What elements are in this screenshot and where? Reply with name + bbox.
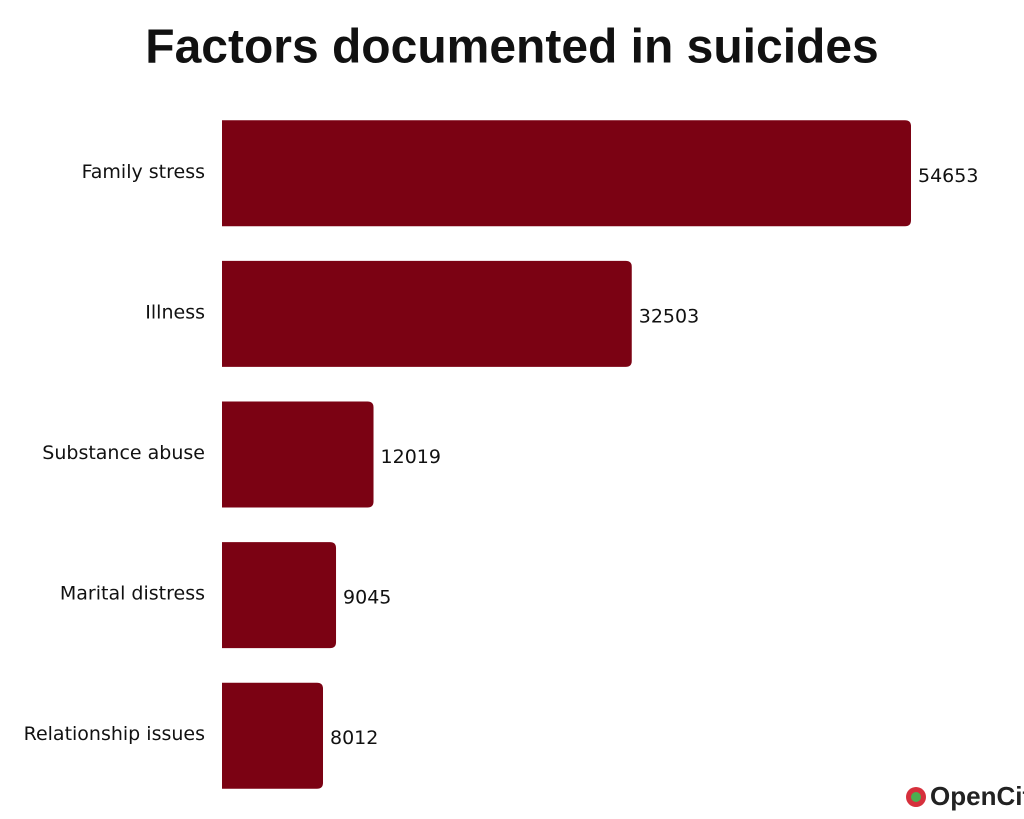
y-tick-label: Marital distress [60,583,205,605]
bar [222,401,374,508]
value-label: 54653 [918,165,978,187]
logo-mark [906,787,926,807]
value-label: 8012 [330,727,378,749]
chart-title: Factors documented in suicides [145,21,879,74]
logo: OpenCity [930,781,1024,811]
bar [222,542,337,649]
bar [222,682,324,789]
value-label: 32503 [639,305,699,327]
bar [222,120,911,227]
value-label: 12019 [381,446,441,468]
y-tick-label: Relationship issues [24,723,205,745]
y-tick-label: Family stress [82,161,205,183]
y-tick-label: Illness [145,301,205,323]
bar [222,260,632,367]
logo-icon-inner [911,792,921,802]
y-tick-label: Substance abuse [42,442,205,464]
value-label: 9045 [343,587,391,609]
